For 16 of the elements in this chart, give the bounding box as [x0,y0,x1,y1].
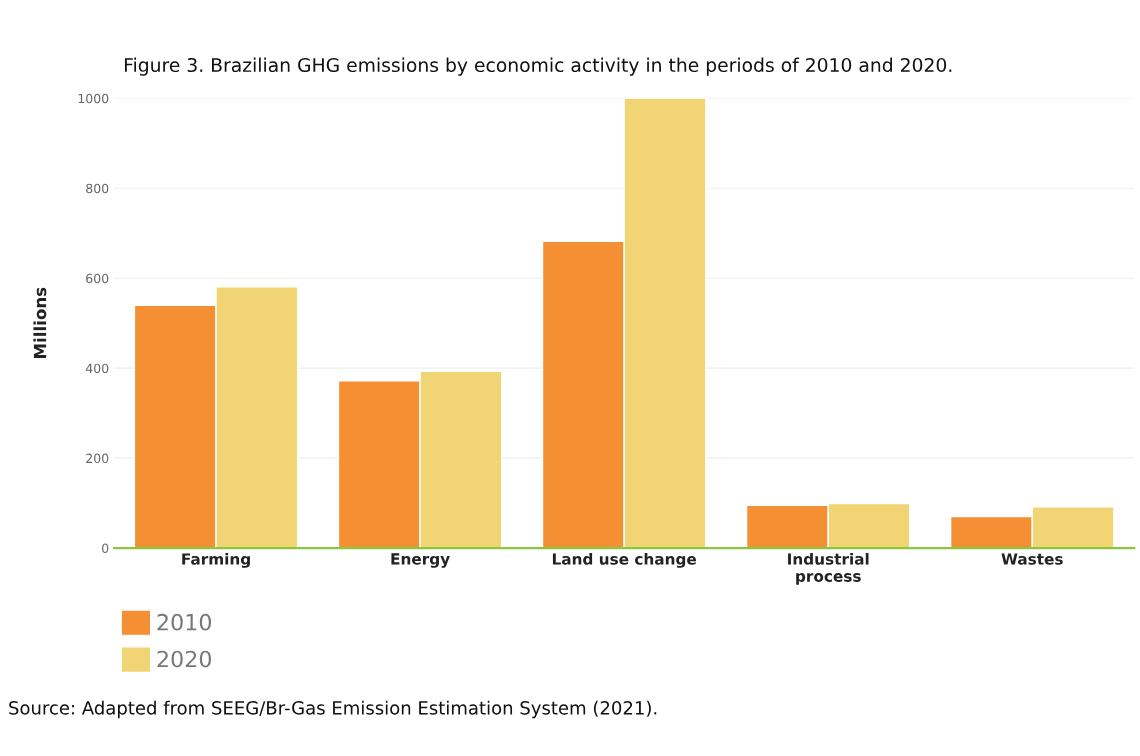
source-note: Source: Adapted from SEEG/Br-Gas Emission Estimation System (2021). [9,700,657,719]
x-tick-label: Industrial process [788,552,869,585]
y-tick-label: 0 [102,543,109,554]
y-axis-title: Millions [33,287,47,358]
x-tick-label: Energy [391,553,450,568]
y-tick-label: 600 [86,273,109,284]
y-tick-label: 1000 [78,93,109,104]
y-tick-label: 800 [86,183,109,194]
x-tick-label: Farming [182,552,250,568]
legend-label: 2010 [157,613,212,631]
chart-title: Figure 3. Brazilian GHG emissions by economic activity in the periods of 2010 and 2020. [124,57,952,76]
x-tick-label: Wastes [1001,553,1063,565]
x-tick-label: Land use change [552,552,697,568]
y-tick-label: 200 [86,453,109,464]
legend-label: 2020 [157,650,212,668]
y-tick-label: 400 [85,363,109,374]
